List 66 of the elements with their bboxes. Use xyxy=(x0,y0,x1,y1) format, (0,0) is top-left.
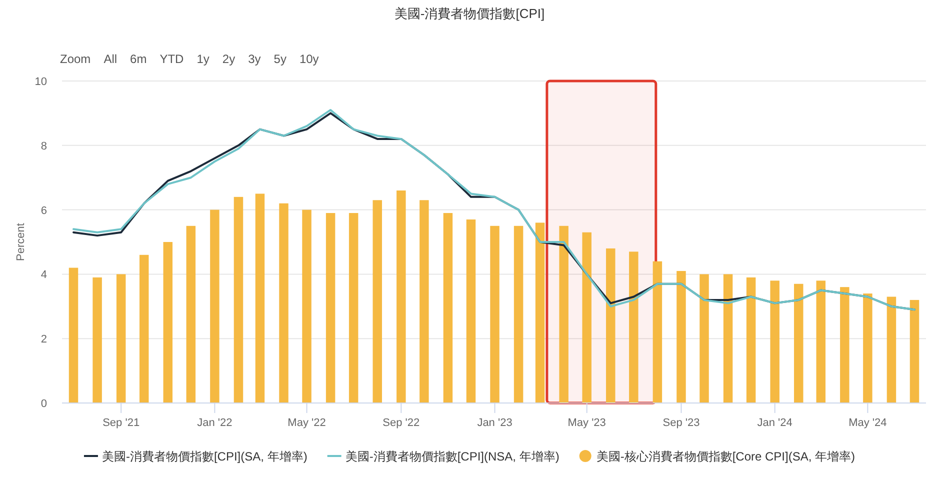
bar xyxy=(68,268,78,403)
bar xyxy=(582,232,592,403)
bar xyxy=(420,200,429,403)
text: 1y xyxy=(196,52,210,66)
legend-label: 美國-消費者物價指數[CPI](NSA, 年增率) xyxy=(345,450,560,464)
bar xyxy=(186,226,196,403)
bar xyxy=(396,190,406,403)
bar xyxy=(676,270,686,403)
y-tick-label: 6 xyxy=(40,204,47,217)
bar xyxy=(443,213,453,403)
bar xyxy=(770,280,780,403)
legend-label: 美國-消費者物價指數[CPI](SA, 年增率) xyxy=(102,450,308,464)
y-tick-label: 10 xyxy=(34,76,47,88)
bar xyxy=(535,222,545,403)
text: 6m xyxy=(130,52,147,66)
bar xyxy=(886,296,896,403)
chart-title: 美國-消費者物價指數[CPI] xyxy=(394,6,545,21)
bar xyxy=(255,194,265,403)
legend-label: 美國-核心消費者物價指數[Core CPI](SA, 年增率) xyxy=(596,450,856,464)
bar xyxy=(840,287,850,403)
bar xyxy=(279,203,288,403)
bar xyxy=(348,213,358,403)
y-tick-label: 8 xyxy=(40,140,47,152)
x-tick-label: Jan '23 xyxy=(477,417,512,429)
bar xyxy=(700,274,709,403)
bar xyxy=(863,294,872,403)
x-tick-label: Sep '22 xyxy=(382,417,420,429)
bar xyxy=(163,242,173,403)
bar xyxy=(910,300,920,403)
bar xyxy=(652,261,662,403)
text: YTD xyxy=(160,52,184,66)
bar xyxy=(559,226,568,403)
x-tick-label: Sep '21 xyxy=(102,417,140,429)
bar xyxy=(234,196,244,403)
bar xyxy=(466,219,476,403)
text: All xyxy=(104,52,118,66)
bar xyxy=(514,226,524,403)
text: 2y xyxy=(222,52,236,66)
bar xyxy=(629,252,638,403)
y-tick-label: 0 xyxy=(40,398,47,410)
bar xyxy=(372,200,382,403)
bar xyxy=(746,277,756,403)
bar xyxy=(794,284,804,403)
bar xyxy=(606,248,616,403)
x-tick-label: Sep '23 xyxy=(662,417,700,429)
text: Zoom xyxy=(60,52,91,66)
bar xyxy=(92,277,102,403)
bar xyxy=(116,274,126,403)
text: 5y xyxy=(274,52,286,66)
bar xyxy=(490,226,500,403)
text: 3y xyxy=(248,52,261,66)
bar xyxy=(210,210,220,403)
bar xyxy=(816,280,826,403)
x-tick-label: May '23 xyxy=(568,417,606,429)
bar xyxy=(139,254,149,403)
y-axis-title: Percent xyxy=(15,223,27,261)
y-tick-label: 4 xyxy=(40,269,47,282)
x-tick-label: Jan '24 xyxy=(757,417,792,429)
y-tick-label: 2 xyxy=(40,334,47,346)
bar xyxy=(723,274,733,403)
x-tick-label: May '22 xyxy=(288,417,326,429)
x-tick-label: May '24 xyxy=(848,417,887,429)
x-tick-label: Jan '22 xyxy=(197,417,232,429)
bar xyxy=(302,210,312,403)
text: 10y xyxy=(299,52,319,66)
bar xyxy=(326,213,336,403)
